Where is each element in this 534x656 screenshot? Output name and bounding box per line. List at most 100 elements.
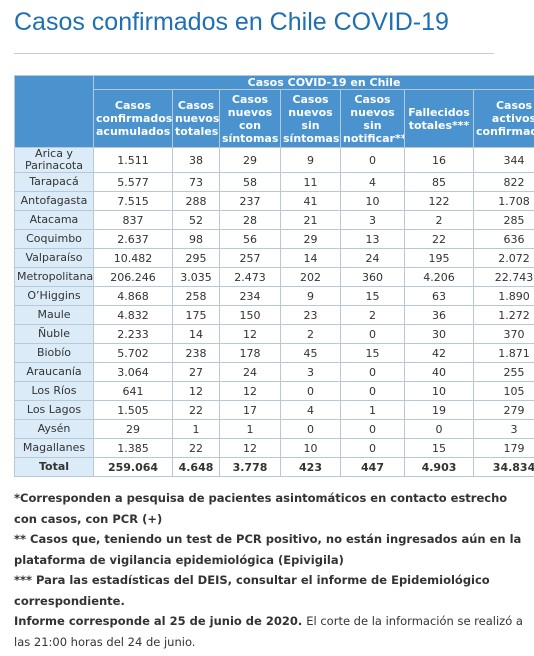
total-cell: 447 bbox=[340, 457, 405, 477]
cell: 0 bbox=[280, 419, 341, 439]
corner bbox=[14, 75, 94, 148]
total-row: Total 259.064 4.648 3.778 423 447 4.903 34.834 bbox=[14, 457, 534, 477]
cell: 0 bbox=[340, 381, 405, 401]
table-row: Aysén 29 1 1 0 0 0 3 bbox=[14, 419, 534, 439]
cell: 1.890 bbox=[472, 286, 534, 306]
cell: 3 bbox=[472, 419, 534, 439]
region-cell: Maule bbox=[14, 305, 94, 325]
cell: 19 bbox=[404, 400, 474, 420]
cell: 257 bbox=[219, 248, 281, 268]
cell: 837 bbox=[93, 210, 173, 230]
cell: 2.473 bbox=[219, 267, 281, 287]
cell: 3 bbox=[340, 210, 405, 230]
covid-table: Casos COVID-19 en Chile Casos confirmado… bbox=[14, 75, 534, 477]
cell: 41 bbox=[280, 191, 341, 211]
cell: 1.708 bbox=[472, 191, 534, 211]
cell: 9 bbox=[280, 147, 341, 173]
cell: 202 bbox=[280, 267, 341, 287]
cell: 23 bbox=[280, 305, 341, 325]
cell: 1 bbox=[172, 419, 220, 439]
region-cell: Valparaíso bbox=[14, 248, 94, 268]
cell: 21 bbox=[280, 210, 341, 230]
column-header: Casos nuevos totales bbox=[172, 89, 220, 148]
cell: 0 bbox=[404, 419, 474, 439]
cell: 4 bbox=[340, 172, 405, 192]
cell: 22 bbox=[172, 400, 220, 420]
table-row: Biobío 5.702 238 178 45 15 42 1.871 bbox=[14, 343, 534, 363]
cell: 279 bbox=[472, 400, 534, 420]
note: *Corresponden a pesquisa de pacientes as… bbox=[14, 491, 508, 526]
cell: 27 bbox=[172, 362, 220, 382]
cell: 10 bbox=[340, 191, 405, 211]
cell: 0 bbox=[340, 438, 405, 458]
cell: 636 bbox=[472, 229, 534, 249]
cell: 13 bbox=[340, 229, 405, 249]
region-cell: Araucanía bbox=[14, 362, 94, 382]
cell: 14 bbox=[280, 248, 341, 268]
region-cell: Tarapacá bbox=[14, 172, 94, 192]
cell: 206.246 bbox=[93, 267, 173, 287]
region-cell: Aysén bbox=[14, 419, 94, 439]
cell: 17 bbox=[219, 400, 281, 420]
cell: 15 bbox=[340, 343, 405, 363]
table-row: Maule 4.832 175 150 23 2 36 1.272 bbox=[14, 305, 534, 325]
region-cell: Los Ríos bbox=[14, 381, 94, 401]
cell: 641 bbox=[93, 381, 173, 401]
cell: 0 bbox=[340, 147, 405, 173]
cell: 36 bbox=[404, 305, 474, 325]
cell: 344 bbox=[472, 147, 534, 173]
cell: 238 bbox=[172, 343, 220, 363]
cell: 2.233 bbox=[93, 324, 173, 344]
table-row: Tarapacá 5.577 73 58 11 4 85 822 bbox=[14, 172, 534, 192]
cell: 7.515 bbox=[93, 191, 173, 211]
table-row: Los Lagos 1.505 22 17 4 1 19 279 bbox=[14, 400, 534, 420]
cell: 0 bbox=[280, 381, 341, 401]
cell: 105 bbox=[472, 381, 534, 401]
total-cell: 4.648 bbox=[172, 457, 220, 477]
cell: 122 bbox=[404, 191, 474, 211]
cell: 3.064 bbox=[93, 362, 173, 382]
cell: 234 bbox=[219, 286, 281, 306]
table-row: Valparaíso 10.482 295 257 14 24 195 2.072 bbox=[14, 248, 534, 268]
cell: 2 bbox=[280, 324, 341, 344]
cell: 1.511 bbox=[93, 147, 173, 173]
note: ** Casos que, teniendo un test de PCR po… bbox=[14, 532, 522, 567]
cell: 822 bbox=[472, 172, 534, 192]
cell: 98 bbox=[172, 229, 220, 249]
note: *** Para las estadísticas del DEIS, cons… bbox=[14, 573, 490, 608]
total-cell: 259.064 bbox=[93, 457, 173, 477]
cell: 1 bbox=[219, 419, 281, 439]
cell: 5.702 bbox=[93, 343, 173, 363]
cell: 1 bbox=[340, 400, 405, 420]
cell: 1.505 bbox=[93, 400, 173, 420]
cell: 56 bbox=[219, 229, 281, 249]
cell: 30 bbox=[404, 324, 474, 344]
cell: 178 bbox=[219, 343, 281, 363]
cell: 3.035 bbox=[172, 267, 220, 287]
cell: 12 bbox=[219, 438, 281, 458]
cell: 4.868 bbox=[93, 286, 173, 306]
cell: 29 bbox=[280, 229, 341, 249]
cell: 285 bbox=[472, 210, 534, 230]
column-header: Casos activos confirmados bbox=[472, 89, 534, 148]
total-label: Total bbox=[14, 457, 94, 477]
cell: 150 bbox=[219, 305, 281, 325]
region-cell: Atacama bbox=[14, 210, 94, 230]
cell: 360 bbox=[340, 267, 405, 287]
cell: 58 bbox=[219, 172, 281, 192]
divider bbox=[14, 53, 494, 54]
page-title: Casos confirmados en Chile COVID-19 bbox=[14, 8, 449, 36]
cell: 29 bbox=[93, 419, 173, 439]
cell: 3 bbox=[280, 362, 341, 382]
cell: 195 bbox=[404, 248, 474, 268]
cell: 4 bbox=[280, 400, 341, 420]
cell: 295 bbox=[172, 248, 220, 268]
column-header: Casos confirmados acumulados bbox=[93, 89, 173, 148]
cell: 1.385 bbox=[93, 438, 173, 458]
group-header: Casos COVID-19 en Chile bbox=[92, 75, 534, 90]
cell: 45 bbox=[280, 343, 341, 363]
report-cutoff: El corte de la información se realizó a … bbox=[14, 614, 523, 649]
report-note: Informe corresponde al 25 de junio de 20… bbox=[14, 611, 524, 652]
cell: 22.743 bbox=[472, 267, 534, 287]
